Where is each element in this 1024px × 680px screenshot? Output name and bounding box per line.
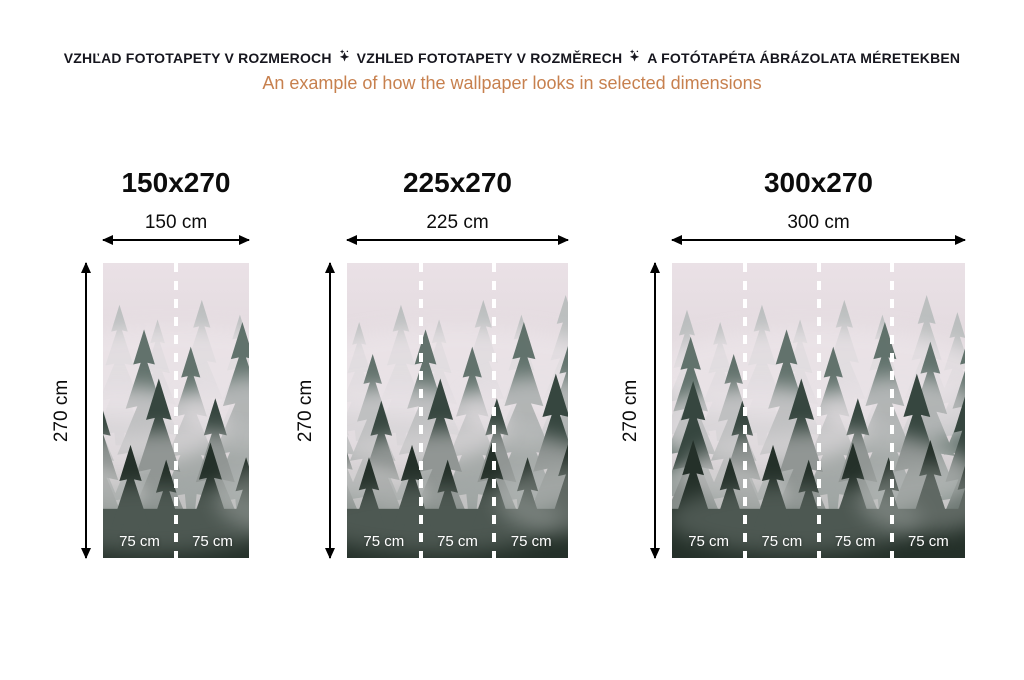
width-arrow (346, 235, 569, 245)
height-label: 270 cm (620, 379, 641, 442)
panel-divider (889, 263, 894, 558)
panel-width-label: 75 cm (437, 533, 478, 550)
panel-width-label: 75 cm (510, 533, 552, 550)
panel-width-label: 75 cm (761, 533, 803, 550)
wallpaper-preview: 75 cm 75 cm (103, 263, 249, 558)
variant-150x270: 150x270 150 cm 270 cm 75 cm 75 cm (51, 167, 250, 559)
wallpaper-preview: 75 cm 75 cm 75 cm (347, 263, 568, 558)
arrow-right-head (239, 235, 250, 245)
multilingual-title: VZHĽAD FOTOTAPETY V ROZMEROCH VZHLED FOT… (0, 49, 1024, 66)
panel-width-label: 75 cm (907, 533, 949, 550)
panel-divider (743, 263, 748, 558)
arrow-up-head (650, 262, 660, 273)
panel-width-label: 75 cm (363, 533, 405, 550)
forest-image (347, 263, 568, 558)
arrow-right-head (558, 235, 569, 245)
title-part-cz: VZHLED FOTOTAPETY V ROZMĚRECH (356, 50, 623, 66)
panel-width-labels: 75 cm 75 cm 75 cm 75 cm (672, 533, 965, 550)
height-arrow (650, 262, 660, 559)
panel-width-label: 75 cm (192, 533, 233, 550)
arrow-up-head (325, 262, 335, 273)
arrow-left-head (671, 235, 682, 245)
panel-divider (418, 263, 423, 558)
arrow-down-head (81, 548, 91, 559)
arrow-left-head (102, 235, 113, 245)
height-arrow (325, 262, 335, 559)
panel-width-label: 75 cm (119, 533, 160, 550)
sparkles-icon (339, 49, 349, 62)
sparkles-icon (630, 49, 640, 62)
panel-width-labels: 75 cm 75 cm (103, 533, 249, 550)
width-arrow (102, 235, 250, 245)
arrow-up-head (81, 262, 91, 273)
subtitle: An example of how the wallpaper looks in… (262, 73, 762, 93)
variant-225x270: 225x270 225 cm 270 cm 75 cm 75 cm 75 cm (295, 167, 569, 559)
wallpaper-preview: 75 cm 75 cm 75 cm 75 cm (672, 263, 965, 558)
width-label: 300 cm (787, 212, 850, 233)
page-header: VZHĽAD FOTOTAPETY V ROZMEROCH VZHLED FOT… (0, 49, 1024, 94)
panel-width-label: 75 cm (834, 533, 876, 550)
arrow-down-head (650, 548, 660, 559)
panel-divider (174, 263, 178, 558)
height-label: 270 cm (295, 379, 316, 442)
panel-width-label: 75 cm (688, 533, 730, 550)
panel-divider (816, 263, 821, 558)
variant-title: 300x270 (763, 167, 873, 198)
variant-title: 225x270 (402, 167, 512, 198)
panel-width-labels: 75 cm 75 cm 75 cm (347, 533, 568, 550)
height-label: 270 cm (51, 379, 72, 442)
title-part-sk: VZHĽAD FOTOTAPETY V ROZMEROCH (63, 50, 332, 66)
height-arrow (81, 262, 91, 559)
variant-title: 150x270 (121, 167, 231, 198)
width-arrow (671, 235, 966, 245)
arrow-right-head (955, 235, 966, 245)
variant-300x270: 300x270 300 cm 270 cm 75 cm 75 cm 75 cm … (620, 167, 966, 559)
width-label: 225 cm (426, 212, 489, 233)
arrow-left-head (346, 235, 357, 245)
panel-divider (492, 263, 497, 558)
title-part-hu: A FOTÓTAPÉTA ÁBRÁZOLATA MÉRETEKBEN (647, 50, 961, 66)
width-label: 150 cm (144, 212, 208, 233)
arrow-down-head (325, 548, 335, 559)
